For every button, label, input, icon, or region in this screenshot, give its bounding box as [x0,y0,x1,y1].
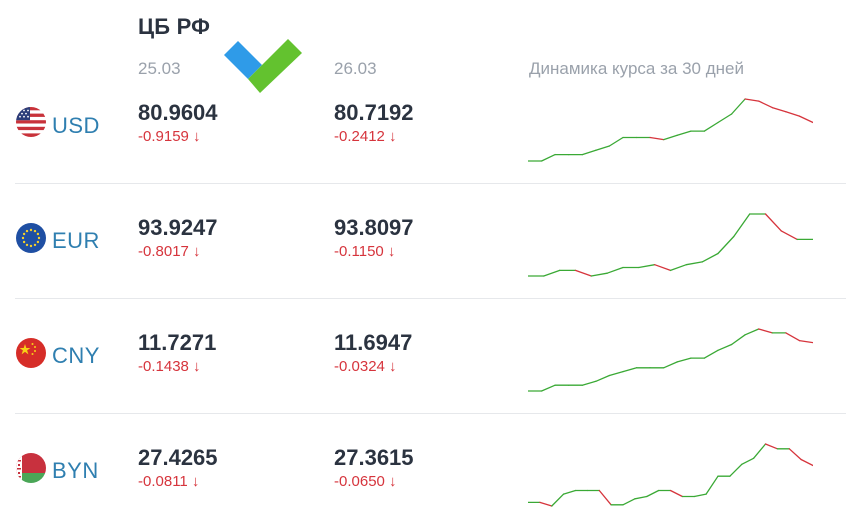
sparkline-segment [780,230,798,241]
sparkline-segment [646,489,660,498]
rate-value-2: 80.7192 [334,100,414,125]
sparkline-segment [606,266,624,274]
row-divider [15,413,846,414]
rate-change-1: -0.9159 ↓ [138,128,201,145]
sparkline-segment [771,106,787,113]
sparkline-segment [562,489,577,495]
rate-row-byn[interactable]: BYN 27.4265 -0.0811 ↓ 27.3615 -0.0650 ↓ [0,414,846,529]
sparkline-segment [717,343,733,351]
rate-value-1: 27.4265 [138,445,218,470]
sparkline-segment [590,272,608,277]
sparkline-segment [717,235,735,255]
sparkline-segment [540,153,556,162]
sparkline-segment [730,98,746,115]
cn-flag-icon [16,338,46,368]
sparkline-caption: Динамика курса за 30 дней [529,59,744,78]
sparkline-segment [741,457,755,465]
rate-change-2: -0.1150 ↓ [334,243,396,260]
sparkline-segment [733,213,751,238]
sparkline-segment [551,493,565,507]
sparkline-segment [581,380,597,386]
sparkline-segment [798,339,813,344]
sparkline-segment [598,489,612,506]
sparkline-segment [785,111,801,117]
sparkline-segment [730,334,746,346]
sparkline-segment [608,136,624,147]
sparkline-segment [539,501,553,507]
sparkline-segment [669,489,684,498]
rate-value-2: 93.8097 [334,215,414,240]
sparkline-segment [622,367,638,373]
sparkline-segment [705,475,719,495]
sparkline-segment [543,269,561,277]
checkmark-logo-icon [224,39,302,93]
rate-change-1: -0.8017 ↓ [138,243,201,260]
sparkline-cny [528,328,813,392]
sparkline-segment [638,264,656,269]
sparkline-segment [608,370,624,377]
row-divider [15,183,846,184]
sparkline-segment [764,213,782,232]
sparkline-usd [528,98,813,162]
sparkline-segment [663,361,678,369]
currency-code: USD [52,113,100,138]
sparkline-segment [676,130,692,136]
sparkline-segment [800,458,813,467]
sparkline-segment [701,252,719,263]
currency-code: BYN [52,458,99,483]
sparkline-segment [581,149,597,156]
rate-change-1: -0.0811 ↓ [138,473,200,490]
date-col-2: 26.03 [334,59,377,78]
rate-change-2: -0.0324 ↓ [334,358,397,375]
sparkline-segment [669,264,687,272]
by-flag-icon [16,453,46,483]
rate-value-2: 11.6947 [334,330,413,355]
rate-row-eur[interactable]: EUR 93.9247 -0.8017 ↓ 93.8097 -0.1150 ↓ [0,184,846,299]
sparkline-segment [574,269,592,277]
sparkline-segment [717,113,733,124]
sparkline-segment [798,115,813,124]
row-divider [15,298,846,299]
currency-code: EUR [52,228,100,253]
rate-change-2: -0.2412 ↓ [334,128,397,145]
rate-value-1: 11.7271 [138,330,217,355]
sparkline-segment [788,448,802,461]
rate-row-usd[interactable]: USD 80.9604 -0.9159 ↓ 80.7192 -0.2412 ↓ [0,69,846,184]
us-flag-icon [16,107,46,137]
sparkline-segment [634,495,648,500]
rate-value-2: 27.3615 [334,445,414,470]
sparkline-segment [758,100,773,109]
date-col-1: 25.03 [138,59,181,78]
rate-change-1: -0.1438 ↓ [138,358,201,375]
sparkline-segment [595,145,611,151]
rate-change-2: -0.0650 ↓ [334,473,397,490]
sparkline-segment [676,357,692,363]
sparkline-segment [729,463,743,477]
sparkline-segment [663,134,678,141]
sparkline-segment [744,328,760,336]
sparkline-segment [622,498,636,506]
sparkline-segment [764,443,779,450]
sparkline-segment [785,332,801,342]
sparkline-segment [649,136,665,141]
eu-flag-icon [16,223,46,253]
sparkline-segment [703,349,719,359]
sparkline-segment [595,374,611,382]
sparkline-segment [654,264,672,272]
currency-code: CNY [52,343,100,368]
rate-value-1: 93.9247 [138,215,218,240]
sparkline-segment [752,443,767,459]
sparkline-segment [703,121,719,132]
sparkline-segment [693,493,707,498]
sparkline-segment [685,261,703,266]
sparkline-segment [744,98,760,102]
source-title: ЦБ РФ [138,14,211,39]
sparkline-segment [758,328,773,334]
sparkline-byn [528,443,813,507]
sparkline-segment [540,384,556,392]
rate-row-cny[interactable]: CNY 11.7271 -0.1438 ↓ 11.6947 -0.0324 ↓ [0,299,846,414]
rate-value-1: 80.9604 [138,100,218,125]
sparkline-eur [528,213,813,277]
